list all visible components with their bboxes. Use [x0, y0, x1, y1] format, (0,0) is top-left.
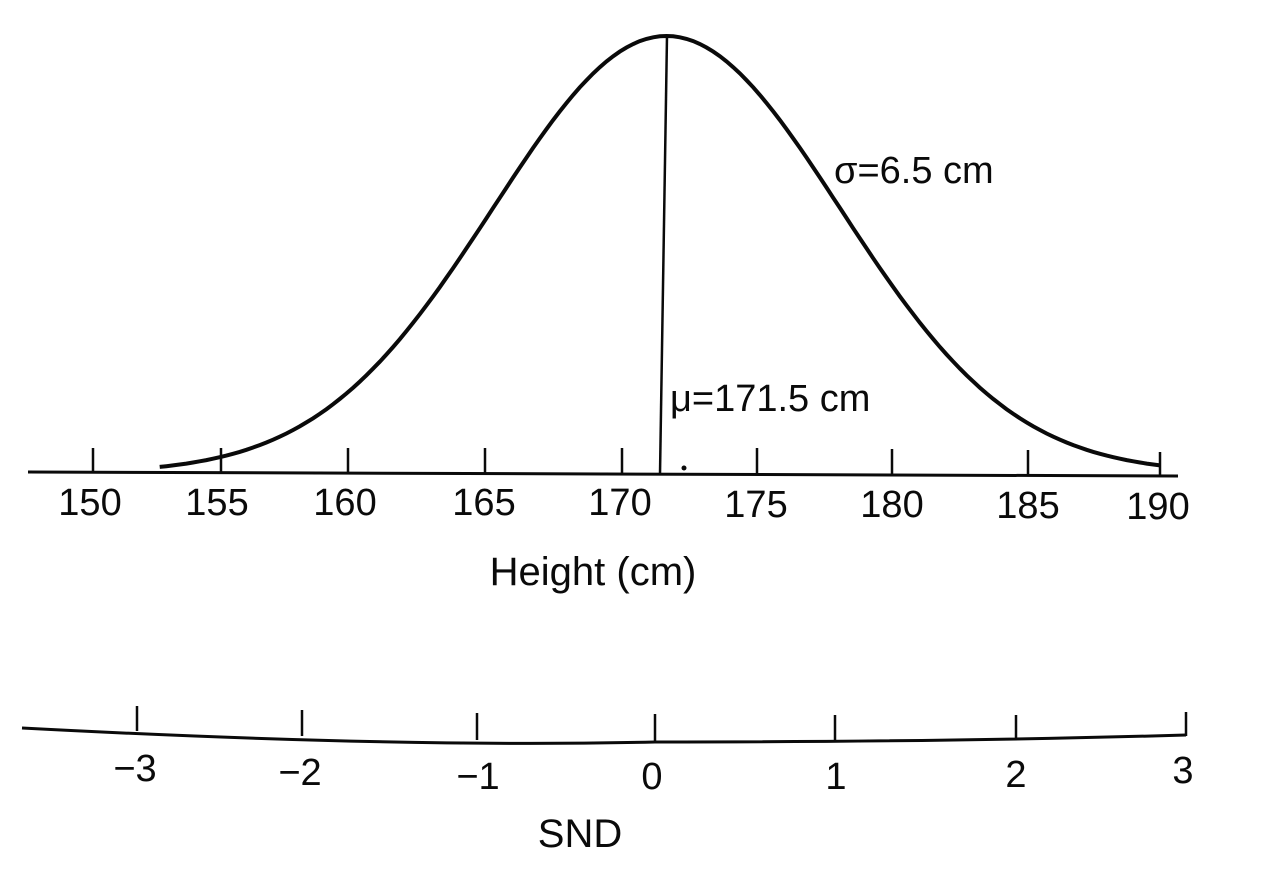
mu-annotation: μ=171.5 cm	[670, 378, 871, 420]
snd-axis-ticks	[135, 706, 1188, 742]
height-tick-180: 180	[860, 484, 924, 526]
snd-tick-1: 1	[825, 756, 847, 798]
snd-tick-3: 3	[1172, 750, 1194, 792]
mean-line	[658, 35, 669, 475]
height-tick-150: 150	[58, 482, 122, 524]
height-tick-185: 185	[996, 485, 1060, 527]
snd-tick-0: 0	[641, 756, 663, 798]
height-axis-label: Height (cm)	[489, 550, 697, 594]
normal-curve	[159, 33, 1161, 469]
snd-axis-line	[21, 726, 1187, 745]
height-tick-155: 155	[185, 482, 249, 524]
height-tick-165: 165	[452, 482, 516, 524]
snd-tick-minus-2: −2	[278, 752, 322, 794]
height-tick-190: 190	[1126, 486, 1190, 528]
height-tick-160: 160	[313, 482, 377, 524]
height-tick-170: 170	[588, 482, 652, 524]
height-tick-175: 175	[724, 484, 788, 526]
snd-tick-minus-1: −1	[456, 756, 500, 798]
snd-tick-2: 2	[1005, 754, 1027, 796]
height-axis-line	[27, 470, 1179, 478]
sigma-annotation: σ=6.5 cm	[834, 150, 994, 192]
snd-axis-label: SND	[537, 812, 623, 856]
axis-dot	[681, 465, 687, 471]
snd-tick-minus-3: −3	[113, 748, 157, 790]
